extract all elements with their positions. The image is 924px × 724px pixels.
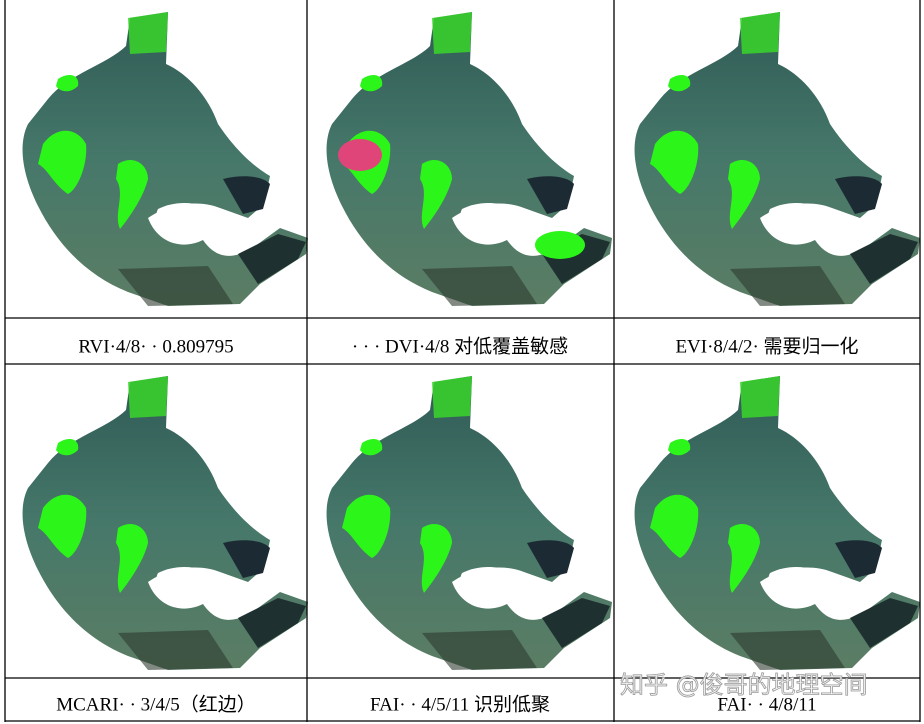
- map-image: [634, 12, 920, 306]
- map-image: [22, 376, 309, 670]
- images: [22, 12, 920, 670]
- caption: MCARI· · 3/4/5（红边）: [56, 693, 256, 715]
- map-image: [634, 376, 920, 670]
- caption: EVI·8/4/2· 需要归一化: [675, 335, 858, 357]
- map-image: [22, 12, 309, 306]
- map-highlight: [338, 139, 382, 171]
- table-borders: [4, 0, 921, 722]
- caption: RVI·4/8· · 0.809795: [78, 336, 233, 357]
- map-highlight: [535, 231, 585, 259]
- caption: FAI· · 4/5/11 识别低聚: [370, 693, 550, 715]
- caption: FAI· · 4/8/11: [717, 694, 816, 715]
- caption: · · · DVI·4/8 对低覆盖敏感: [352, 335, 568, 357]
- map-image: [326, 376, 612, 670]
- watermark: 知乎 @俊哥的地理空间: [620, 671, 868, 699]
